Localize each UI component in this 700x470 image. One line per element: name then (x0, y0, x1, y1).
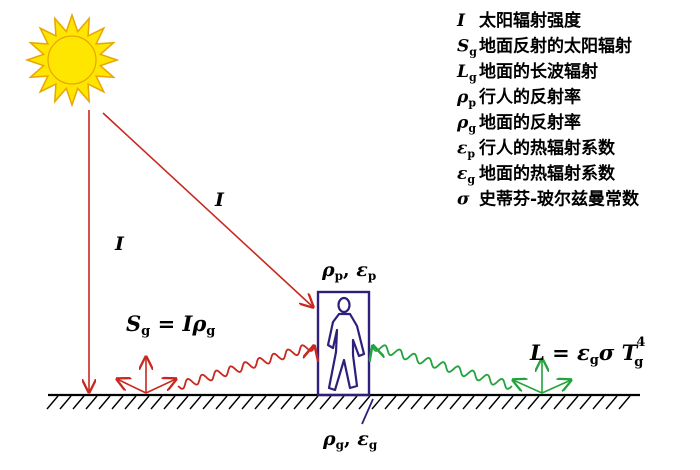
sun-icon (24, 12, 120, 108)
ground-surface (46, 393, 640, 410)
longwave-emission-arrows (513, 359, 571, 394)
legend-item: ρp 行人的反射率 (456, 87, 581, 110)
legend-item: Lg 地面的长波辐射 (456, 61, 598, 84)
slant-ray-label: I (214, 189, 225, 211)
ground-properties-label: ρg, εg (322, 428, 378, 452)
legend-item: σ 史蒂芬-玻尔兹曼常数 (457, 189, 640, 210)
reflected-solar-wave (177, 345, 314, 390)
direct-ray-label: I (114, 233, 125, 255)
ground-leader-line (361, 398, 374, 425)
legend-item: ρg 地面的反射率 (456, 112, 581, 135)
legend-item: εg 地面的热辐射系数 (457, 163, 616, 186)
legend-item: I 太阳辐射强度 (456, 10, 582, 31)
legend-item: εp 行人的热辐射系数 (457, 138, 616, 161)
lg-formula: L = εgσ Tg4 (529, 335, 645, 370)
sg-formula: Sg = Iρg (126, 311, 215, 339)
legend-item: Sg 地面反射的太阳辐射 (457, 36, 632, 59)
pedestrian-properties-label: ρp, εp (321, 259, 376, 283)
slant-solar-ray (102, 112, 313, 307)
longwave-emission-wave (373, 345, 513, 390)
reflected-solar-arrows (117, 357, 176, 394)
pedestrian-icon (326, 296, 366, 392)
